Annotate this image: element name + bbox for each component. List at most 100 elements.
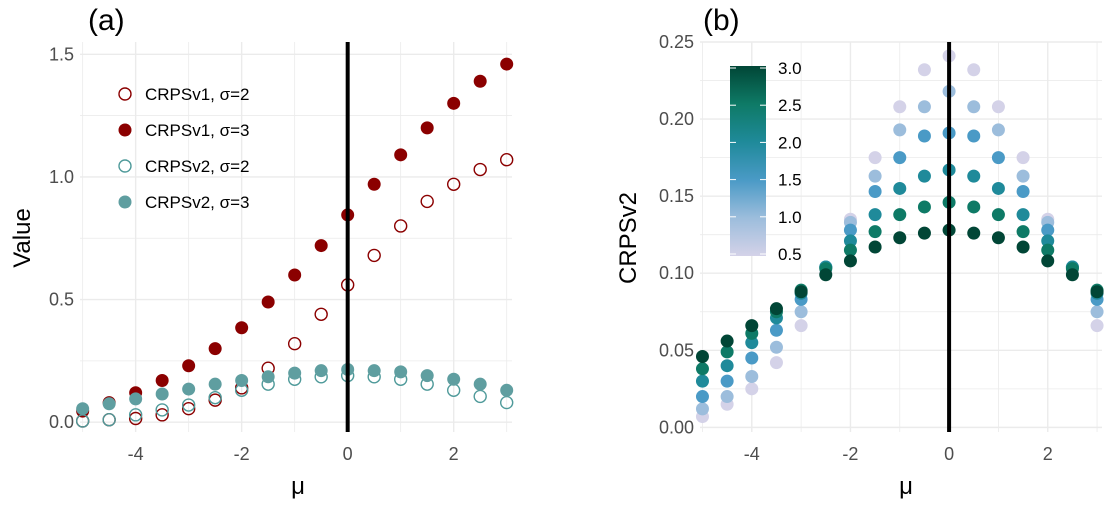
series-sigma-0.5 [695,49,1104,424]
data-point [991,181,1005,195]
data-point [473,74,487,88]
legend-label: CRPSv2, σ=2 [145,157,250,176]
data-point [868,208,882,222]
panel-a-ticks: -4 -2 0 2 0.0 0.5 1.0 1.5 [49,44,459,464]
data-point [367,364,381,378]
legend-marker [118,87,132,101]
panel-b-colorbar: 0.5 1.0 1.5 2.0 2.5 3.0 [730,59,802,264]
data-point [1016,208,1030,222]
data-point [1016,169,1030,183]
data-point [868,169,882,183]
panel-a-x-axis-title: μ [291,473,305,500]
data-point [76,402,90,416]
x-tick-label: 2 [449,444,459,464]
panel-b-points [695,49,1104,424]
y-tick-label: 0.10 [659,263,694,283]
legend-label: CRPSv2, σ=3 [145,193,250,212]
panel-a-y-axis-title: Value [9,208,36,268]
data-point [367,177,381,191]
data-point [893,151,907,165]
data-point [1016,151,1030,165]
data-point [1016,185,1030,199]
data-point [473,162,487,177]
data-point [695,349,709,363]
y-tick-label: 0.25 [659,32,694,52]
data-point [102,397,116,411]
data-point [720,390,734,404]
data-point [720,334,734,348]
y-tick-label: 0.05 [659,340,694,360]
data-point [420,121,434,135]
x-tick-label: 2 [1043,444,1053,464]
data-point [769,356,783,370]
data-point [967,169,981,183]
data-point [745,336,759,350]
x-tick-label: 0 [944,444,954,464]
data-point [314,364,328,378]
y-tick-label: 0.15 [659,186,694,206]
panel-b-label: (b) [703,4,740,37]
colorbar-gradient [730,66,766,256]
data-point [208,342,222,356]
data-point [794,305,808,319]
data-point [1041,254,1055,268]
panel-b-ticks: -4 -2 0 2 0.00 0.05 0.10 0.15 0.20 0.25 [659,32,1053,464]
data-point [261,370,275,384]
x-tick-label: -4 [744,444,760,464]
x-tick-label: 0 [343,444,353,464]
data-point [128,411,143,426]
data-point [155,408,169,422]
data-point [1065,268,1079,282]
data-point [868,225,882,239]
data-point [182,359,196,373]
x-tick-label: -2 [234,444,250,464]
data-point [843,254,857,268]
data-point [420,369,434,383]
data-point [695,390,709,404]
panel-b: (b) -4 -2 0 2 0.00 0.05 0.10 0.15 0.20 0.25 0.5 1.… [615,4,1104,500]
data-point [967,63,981,77]
panel-b-x-axis-title: μ [899,473,913,500]
data-point [1016,225,1030,239]
data-point [868,151,882,165]
data-point [745,351,759,365]
data-point [917,169,931,183]
data-point [128,408,143,422]
data-point [893,181,907,195]
data-point [868,240,882,254]
data-point [314,307,328,321]
data-point [261,295,275,309]
data-point [893,100,907,114]
data-point [769,302,783,316]
data-point [819,268,833,282]
data-point [1041,234,1055,248]
data-point [420,194,434,209]
panel-b-y-axis-title: CRPSv2 [615,192,642,284]
colorbar-tick-label: 3.0 [778,59,802,78]
colorbar-tick-label: 0.5 [778,245,802,264]
data-point [155,373,169,387]
data-point [868,185,882,199]
data-point [499,153,514,167]
x-tick-label: -4 [128,444,144,464]
y-tick-label: 0.20 [659,109,694,129]
data-point [287,336,302,351]
data-point [447,372,461,386]
data-point [991,208,1005,222]
panel-b-grid [700,41,1102,432]
data-point [843,243,857,257]
data-point [843,223,857,237]
data-point [500,383,514,397]
data-point [991,231,1005,245]
y-tick-label: 0.00 [659,417,694,437]
data-point [235,321,249,335]
data-point [720,345,734,359]
data-point [991,100,1005,114]
data-point [235,373,249,387]
data-point [917,226,931,240]
data-point [720,374,734,388]
colorbar-tick-label: 1.5 [778,171,802,190]
data-point [991,123,1005,137]
legend-marker [118,123,132,137]
data-point [208,390,222,405]
